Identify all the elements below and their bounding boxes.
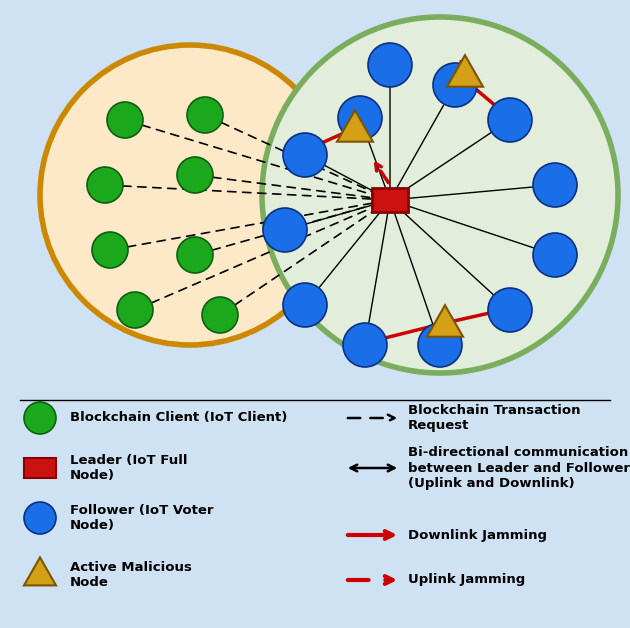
- Circle shape: [177, 237, 213, 273]
- Circle shape: [368, 43, 412, 87]
- Circle shape: [283, 283, 327, 327]
- Circle shape: [343, 323, 387, 367]
- Polygon shape: [24, 558, 56, 585]
- FancyBboxPatch shape: [372, 188, 408, 212]
- Circle shape: [24, 502, 56, 534]
- Polygon shape: [337, 110, 373, 142]
- Circle shape: [263, 208, 307, 252]
- Text: Blockchain Transaction
Request: Blockchain Transaction Request: [408, 404, 580, 432]
- Text: Bi-directional communication
between Leader and Followers
(Uplink and Downlink): Bi-directional communication between Lea…: [408, 447, 630, 489]
- Text: Downlink Jamming: Downlink Jamming: [408, 529, 547, 541]
- Circle shape: [92, 232, 128, 268]
- Circle shape: [262, 17, 618, 373]
- Text: Leader (IoT Full
Node): Leader (IoT Full Node): [70, 454, 188, 482]
- Circle shape: [283, 133, 327, 177]
- Polygon shape: [447, 55, 483, 87]
- Circle shape: [488, 288, 532, 332]
- Circle shape: [418, 323, 462, 367]
- Circle shape: [117, 292, 153, 328]
- Circle shape: [338, 96, 382, 140]
- Circle shape: [24, 402, 56, 434]
- FancyBboxPatch shape: [24, 458, 56, 479]
- Circle shape: [107, 102, 143, 138]
- Text: Uplink Jamming: Uplink Jamming: [408, 573, 525, 587]
- Circle shape: [87, 167, 123, 203]
- Text: Blockchain Client (IoT Client): Blockchain Client (IoT Client): [70, 411, 287, 425]
- Circle shape: [533, 233, 577, 277]
- Text: Active Malicious
Node: Active Malicious Node: [70, 561, 192, 589]
- Circle shape: [488, 98, 532, 142]
- Circle shape: [202, 297, 238, 333]
- Text: Follower (IoT Voter
Node): Follower (IoT Voter Node): [70, 504, 214, 532]
- Circle shape: [187, 97, 223, 133]
- Circle shape: [177, 157, 213, 193]
- Polygon shape: [427, 305, 463, 337]
- Circle shape: [433, 63, 477, 107]
- Circle shape: [40, 45, 340, 345]
- Circle shape: [533, 163, 577, 207]
